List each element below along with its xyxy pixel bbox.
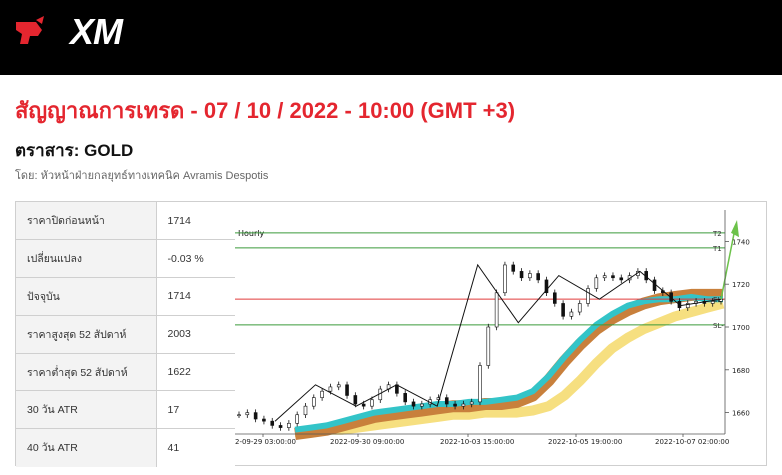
x-tick-label: 2022-10-05 19:00:00	[548, 438, 622, 446]
price-candle	[411, 401, 416, 407]
price-candle	[602, 275, 607, 279]
x-tick-label: 2022-09-30 09:00:00	[330, 438, 404, 446]
stats-value: 1622	[156, 353, 235, 392]
price-candle	[511, 264, 516, 272]
price-candle	[262, 418, 266, 422]
price-candle	[320, 390, 324, 398]
stats-row: ราคาสูงสุด 52 สัปดาห์ 2003	[16, 315, 235, 354]
logo-text: XM	[70, 11, 123, 52]
price-candle	[611, 275, 615, 279]
price-candle	[594, 277, 599, 289]
price-candle	[710, 301, 715, 304]
y-tick-label: 1740	[732, 238, 750, 246]
price-chart: Hourly T2 T1 EL- SL- 1660 1680 1700 1720 1740 2-09…	[235, 201, 767, 466]
price-candle	[552, 292, 557, 304]
instrument-label: ตราสาร: GOLD	[15, 141, 134, 160]
bull-logo-icon	[16, 16, 44, 44]
x-tick-label: 2022-10-03 15:00:00	[440, 438, 514, 446]
price-candle	[245, 412, 250, 416]
price-candle	[253, 412, 258, 420]
level-label-el: EL-	[713, 296, 724, 304]
level-label-t2: T2	[712, 230, 722, 238]
y-tick-label: 1720	[732, 281, 750, 289]
price-candle	[577, 303, 582, 313]
price-candle	[370, 399, 374, 407]
stats-value: -0.03 %	[156, 239, 235, 279]
x-tick-label: 2-09-29 03:00:00	[235, 438, 296, 446]
stats-row: ปัจจุบัน 1714	[16, 277, 235, 316]
stats-row: ราคาต่ำสุด 52 สัปดาห์ 1622	[16, 353, 235, 392]
stats-value: 1714	[156, 202, 235, 241]
xm-logo[interactable]: XM	[12, 14, 132, 50]
stats-value: 2003	[156, 315, 235, 354]
stats-row: 30 วัน ATR 17	[16, 390, 235, 430]
author-line: โดย: หัวหน้าฝ่ายกลยุทธ์ทางเทคนิค Avramis…	[15, 170, 269, 182]
price-candle	[619, 277, 624, 281]
page-title: สัญญาณการเทรด - 07 / 10 / 2022 - 10:00 (…	[15, 98, 516, 123]
price-candle	[536, 273, 540, 281]
price-candle	[469, 401, 474, 405]
price-candle	[328, 386, 333, 392]
level-label-t1: T1	[712, 245, 722, 253]
price-candle	[270, 420, 275, 426]
price-candle	[278, 425, 283, 428]
price-candle	[295, 414, 299, 424]
price-candle	[561, 303, 565, 317]
price-candle	[586, 288, 590, 304]
price-candle	[486, 326, 491, 366]
stats-row: เปลี่ยนแปลง -0.03 %	[16, 239, 235, 279]
projection-arrow-head	[731, 220, 739, 238]
stats-value: 41	[156, 428, 235, 467]
chart-svg: Hourly T2 T1 EL- SL- 1660 1680 1700 1720 1740 2-09…	[235, 210, 750, 446]
price-candle	[652, 279, 657, 291]
price-candle	[237, 414, 241, 417]
projection-arrow	[720, 228, 736, 300]
y-tick-label: 1700	[732, 324, 750, 332]
price-candle	[528, 273, 532, 279]
chart-title: Hourly	[238, 229, 264, 238]
zigzag-line	[274, 263, 722, 422]
price-candle	[503, 264, 507, 294]
stats-label: 30 วัน ATR	[16, 390, 157, 430]
stats-label: ราคาต่ำสุด 52 สัปดาห์	[16, 353, 157, 392]
x-tick-label: 2022-10-07 02:00:00	[655, 438, 729, 446]
stats-label: ราคาสูงสุด 52 สัปดาห์	[16, 315, 157, 354]
price-candle	[436, 397, 441, 401]
price-candle	[444, 397, 449, 405]
price-candle	[336, 384, 341, 388]
price-candle	[569, 311, 574, 317]
stats-value: 17	[156, 390, 235, 430]
band-yellow	[295, 298, 725, 437]
price-candle	[353, 395, 358, 405]
level-label-sl: SL-	[713, 322, 724, 330]
stats-label: ราคาปิดก่อนหน้า	[16, 202, 157, 241]
price-candle	[685, 303, 690, 309]
price-candle	[420, 403, 424, 407]
price-candle	[544, 279, 549, 294]
price-candle	[519, 271, 524, 279]
price-candle	[453, 403, 457, 407]
y-tick-label: 1680	[732, 367, 750, 375]
stats-value: 1714	[156, 277, 235, 316]
price-candle	[494, 292, 499, 328]
price-candle	[345, 384, 349, 396]
stats-table: ราคาปิดก่อนหน้า 1714 เปลี่ยนแปลง -0.03 % ปัจ…	[15, 201, 235, 467]
price-candle	[461, 403, 466, 407]
price-candle	[303, 405, 308, 416]
price-candle	[287, 423, 291, 428]
price-candle	[403, 393, 408, 403]
stats-label: 40 วัน ATR	[16, 428, 157, 467]
price-candle	[311, 397, 316, 407]
band-inner	[294, 294, 723, 433]
stats-label: ปัจจุบัน	[16, 277, 157, 316]
price-candle	[361, 403, 366, 407]
top-bar: XM	[0, 0, 782, 75]
price-candle	[478, 365, 482, 403]
y-tick-label: 1660	[732, 410, 750, 418]
stats-row: ราคาปิดก่อนหน้า 1714	[16, 202, 235, 241]
stats-label: เปลี่ยนแปลง	[16, 239, 157, 279]
stats-row: 40 วัน ATR 41	[16, 428, 235, 467]
